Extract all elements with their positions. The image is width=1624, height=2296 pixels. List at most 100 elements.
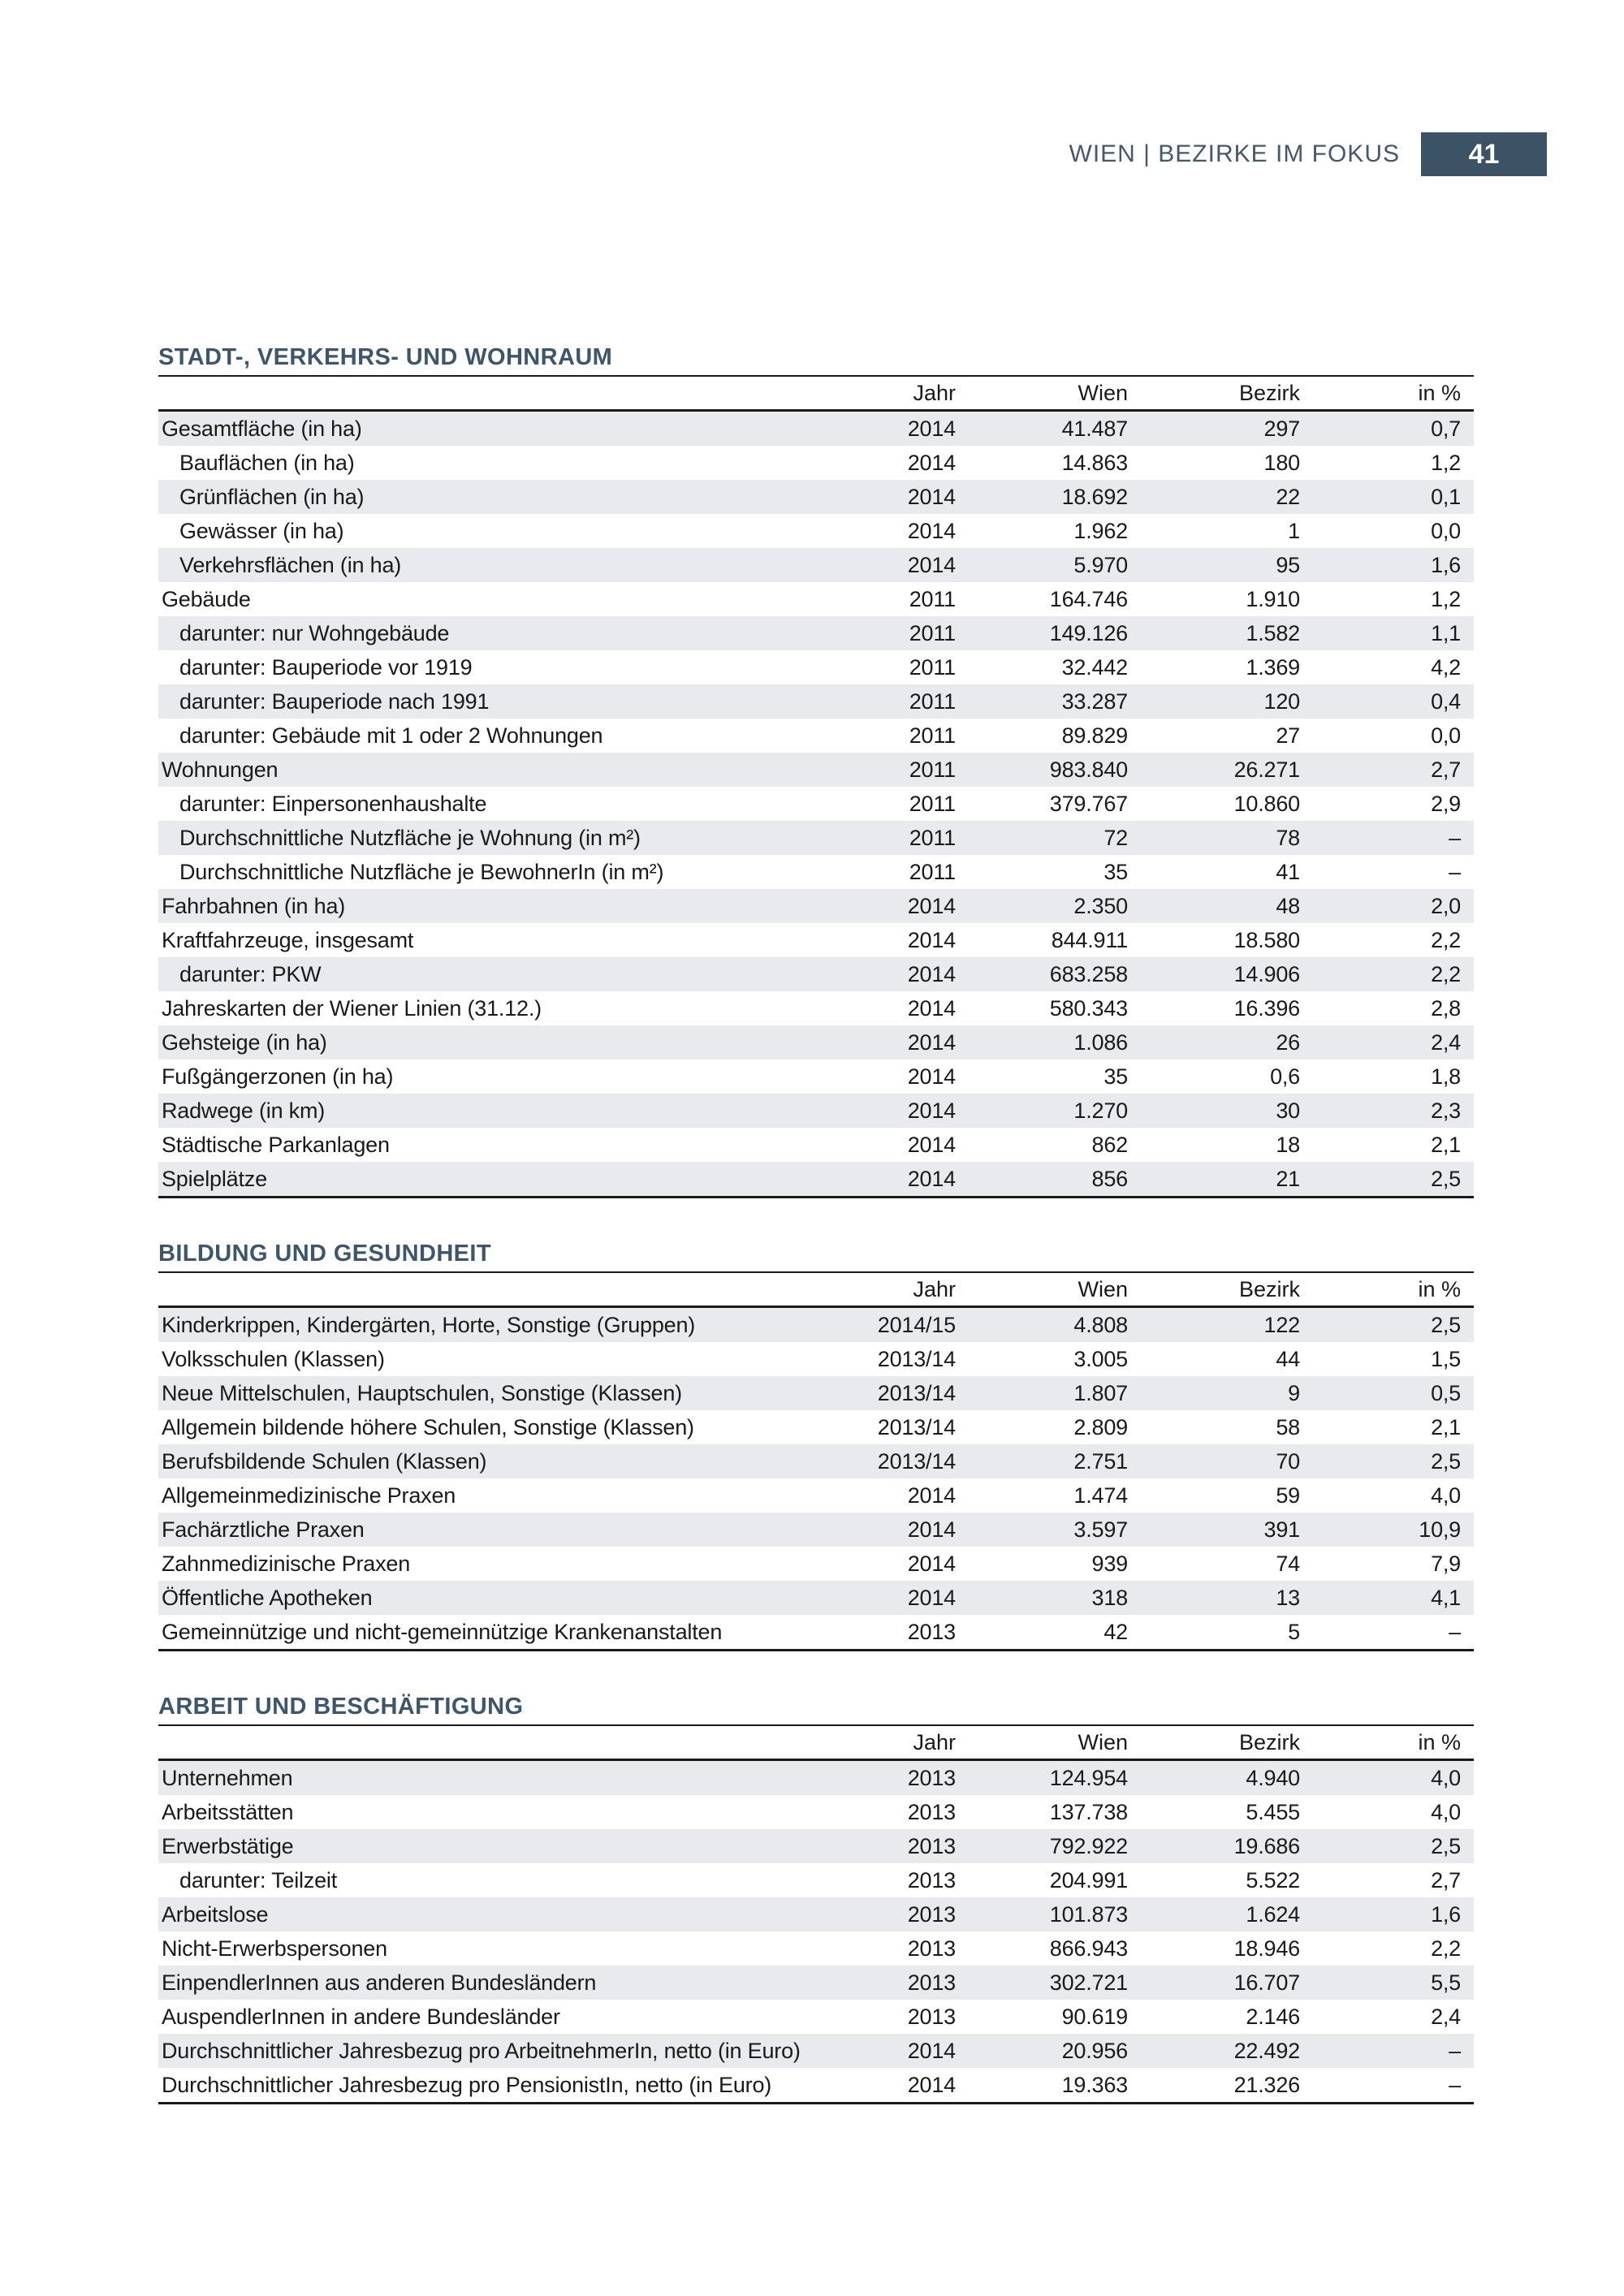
table-row: darunter: Teilzeit 2013 204.991 5.522 2,… (158, 1863, 1474, 1897)
cell-jahr: 2011 (909, 620, 956, 645)
cell-jahr: 2013 (907, 1936, 956, 1961)
cell-pct: 7,9 (1431, 1551, 1461, 1576)
table-row: Allgemein bildende höhere Schulen, Sonst… (158, 1410, 1474, 1444)
cell-pct: 1,6 (1431, 552, 1461, 577)
cell-jahr: 2013 (907, 1765, 956, 1790)
cell-bezirk: 22 (1276, 484, 1300, 509)
cell-wien: 792.922 (1049, 1833, 1128, 1858)
cell-bezirk: 18.580 (1233, 927, 1301, 952)
cell-wien: 149.126 (1049, 620, 1128, 645)
cell-jahr: 2013 (907, 1970, 956, 1995)
cell-wien: 18.692 (1061, 484, 1129, 509)
cell-wien: 2.350 (1073, 893, 1128, 918)
table-body: Kinderkrippen, Kindergärten, Horte, Sons… (158, 1308, 1474, 1651)
row-label: Grünflächen (in ha) (179, 484, 365, 509)
cell-jahr: 2014 (907, 552, 956, 577)
cell-jahr: 2014 (907, 2072, 956, 2097)
table-row: Durchschnittlicher Jahresbezug pro Arbei… (158, 2034, 1474, 2068)
cell-pct: 2,4 (1431, 2004, 1461, 2029)
cell-pct: – (1449, 825, 1461, 850)
cell-pct: 2,0 (1431, 893, 1461, 918)
cell-bezirk: 26 (1276, 1029, 1300, 1055)
cell-pct: 0,4 (1431, 688, 1461, 714)
cell-bezirk: 41 (1276, 859, 1300, 884)
column-header-wien: Wien (1078, 1276, 1128, 1301)
cell-jahr: 2014/15 (877, 1312, 956, 1337)
row-label: Radwege (in km) (162, 1098, 326, 1123)
cell-pct: 1,2 (1431, 586, 1461, 611)
section-title: ARBEIT UND BESCHÄFTIGUNG (158, 1694, 524, 1720)
cell-jahr: 2014 (907, 961, 956, 986)
cell-wien: 124.954 (1049, 1765, 1128, 1790)
cell-bezirk: 0,6 (1270, 1064, 1300, 1089)
table-row: darunter: Bauperiode vor 1919 2011 32.44… (158, 650, 1474, 684)
cell-wien: 844.911 (1051, 927, 1128, 952)
cell-jahr: 2011 (909, 825, 956, 850)
cell-wien: 318 (1091, 1585, 1129, 1610)
cell-bezirk: 2.146 (1246, 2004, 1300, 2029)
cell-jahr: 2013 (907, 1799, 956, 1824)
cell-jahr: 2013 (907, 1867, 956, 1892)
cell-wien: 19.363 (1061, 2072, 1129, 2097)
cell-wien: 1.962 (1073, 518, 1128, 543)
cell-bezirk: 1 (1288, 518, 1300, 543)
cell-wien: 379.767 (1049, 791, 1128, 816)
table-row: Arbeitsstätten 2013 137.738 5.455 4,0 (158, 1795, 1474, 1829)
cell-jahr: 2011 (909, 859, 956, 884)
table-row: Durchschnittliche Nutzfläche je Wohnung … (158, 821, 1474, 855)
row-label: darunter: Bauperiode nach 1991 (179, 688, 490, 714)
cell-wien: 35 (1104, 859, 1128, 884)
row-label: Gesamtfläche (in ha) (162, 416, 362, 441)
cell-bezirk: 122 (1263, 1312, 1301, 1337)
cell-bezirk: 30 (1276, 1098, 1300, 1123)
row-label: Wohnungen (162, 757, 279, 782)
cell-pct: 4,0 (1431, 1765, 1461, 1790)
cell-jahr: 2013/14 (877, 1346, 956, 1371)
row-label: Berufsbildende Schulen (Klassen) (162, 1448, 487, 1474)
cell-jahr: 2014 (907, 1098, 956, 1123)
cell-pct: 2,5 (1431, 1833, 1461, 1858)
cell-bezirk: 95 (1276, 552, 1300, 577)
cell-pct: 1,5 (1431, 1346, 1461, 1371)
cell-jahr: 2014 (907, 1551, 956, 1576)
column-header-bezirk: Bezirk (1238, 1276, 1300, 1301)
cell-bezirk: 5 (1288, 1619, 1300, 1644)
cell-bezirk: 14.906 (1233, 961, 1301, 986)
cell-bezirk: 297 (1263, 416, 1301, 441)
row-label: Gewässer (in ha) (179, 518, 344, 543)
cell-pct: 2,5 (1431, 1312, 1461, 1337)
table-row: Volksschulen (Klassen) 2013/14 3.005 44 … (158, 1342, 1474, 1376)
cell-wien: 3.005 (1073, 1346, 1128, 1371)
cell-wien: 302.721 (1049, 1970, 1128, 1995)
cell-pct: 2,9 (1431, 791, 1461, 816)
cell-pct: 4,1 (1431, 1585, 1461, 1610)
cell-jahr: 2014 (907, 1482, 956, 1508)
table-row: Durchschnittlicher Jahresbezug pro Pensi… (158, 2068, 1474, 2102)
row-label: darunter: Einpersonenhaushalte (179, 791, 487, 816)
cell-pct: 0,1 (1431, 484, 1461, 509)
column-header-jahr: Jahr (913, 1276, 956, 1301)
column-header-bezirk: Bezirk (1238, 380, 1300, 405)
row-label: Gehsteige (in ha) (162, 1029, 327, 1055)
cell-pct: 5,5 (1431, 1970, 1461, 1995)
row-label: Arbeitsstätten (162, 1799, 294, 1824)
table-row: Städtische Parkanlagen 2014 862 18 2,1 (158, 1128, 1474, 1162)
cell-wien: 1.086 (1073, 1029, 1128, 1055)
table-row: Kinderkrippen, Kindergärten, Horte, Sons… (158, 1308, 1474, 1342)
column-header-jahr: Jahr (913, 380, 956, 405)
table-row: darunter: Bauperiode nach 1991 2011 33.2… (158, 684, 1474, 719)
row-label: Allgemein bildende höhere Schulen, Sonst… (162, 1414, 694, 1439)
table-row: Berufsbildende Schulen (Klassen) 2013/14… (158, 1444, 1474, 1478)
cell-jahr: 2013 (907, 2004, 956, 2029)
table-row: Allgemeinmedizinische Praxen 2014 1.474 … (158, 1478, 1474, 1513)
cell-wien: 4.808 (1073, 1312, 1128, 1337)
table-row: Erwerbstätige 2013 792.922 19.686 2,5 (158, 1829, 1474, 1863)
table-section: ARBEIT UND BESCHÄFTIGUNG Jahr Wien Bezirk i… (158, 1694, 1474, 2104)
cell-pct: 4,2 (1431, 654, 1461, 680)
row-label: darunter: Gebäude mit 1 oder 2 Wohnungen (179, 723, 603, 748)
row-label: Erwerbstätige (162, 1833, 294, 1858)
cell-wien: 33.287 (1061, 688, 1129, 714)
cell-pct: 2,7 (1431, 757, 1461, 782)
cell-wien: 89.829 (1061, 723, 1129, 748)
row-label: Bauflächen (in ha) (179, 450, 355, 475)
